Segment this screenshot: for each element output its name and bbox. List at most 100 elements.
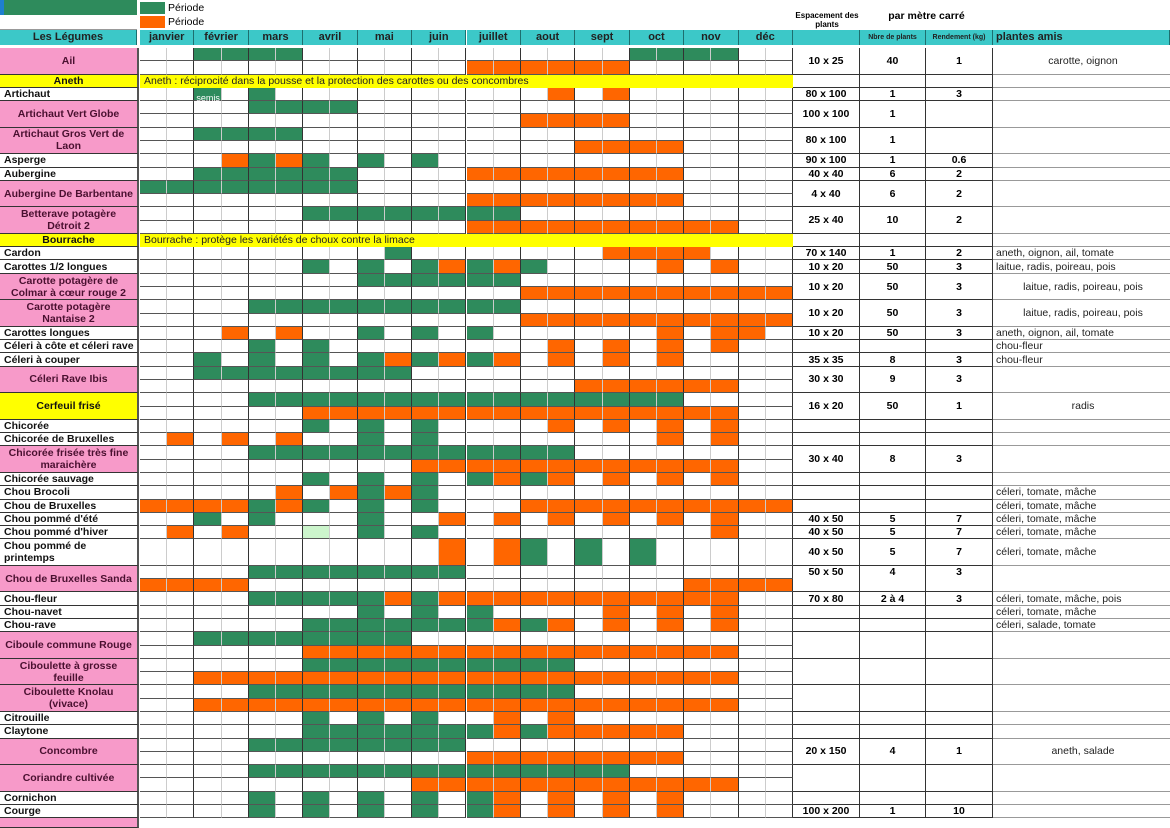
period-cell[interactable]	[684, 685, 712, 699]
period-cell[interactable]	[711, 140, 739, 155]
period-cell[interactable]	[248, 645, 277, 659]
period-cell[interactable]	[140, 353, 168, 367]
harvest-period-cell[interactable]	[520, 406, 549, 420]
harvest-period-cell[interactable]	[602, 499, 630, 513]
harvest-period-cell[interactable]	[493, 61, 521, 75]
period-cell[interactable]	[738, 804, 766, 819]
period-cell[interactable]	[765, 247, 793, 261]
sowing-period-cell[interactable]	[384, 632, 413, 646]
harvest-period-cell[interactable]	[140, 579, 168, 593]
period-cell[interactable]	[575, 247, 603, 261]
sowing-period-cell[interactable]	[357, 326, 385, 341]
period-cell[interactable]	[765, 712, 793, 726]
harvest-period-cell[interactable]	[194, 672, 222, 686]
period-cell[interactable]	[221, 61, 249, 75]
period-cell[interactable]	[629, 804, 657, 819]
period-cell[interactable]	[520, 207, 549, 221]
period-cell[interactable]	[738, 380, 766, 394]
period-cell[interactable]	[167, 791, 195, 805]
period-cell[interactable]	[140, 512, 168, 527]
period-cell[interactable]	[548, 380, 576, 394]
sowing-period-cell[interactable]	[466, 326, 494, 341]
period-cell[interactable]	[466, 154, 494, 168]
period-cell[interactable]	[765, 380, 793, 394]
sowing-period-cell[interactable]	[466, 804, 494, 819]
period-cell[interactable]	[684, 194, 712, 208]
period-cell[interactable]	[303, 539, 331, 566]
vegetable-label[interactable]: Aubergine	[0, 167, 139, 181]
period-cell[interactable]	[276, 512, 304, 527]
period-cell[interactable]	[303, 48, 331, 62]
period-cell[interactable]	[765, 340, 793, 354]
harvest-period-cell[interactable]	[656, 512, 685, 527]
period-cell[interactable]	[276, 645, 304, 659]
period-cell[interactable]	[575, 260, 603, 274]
sowing-period-cell[interactable]	[357, 791, 385, 805]
period-cell[interactable]	[412, 366, 440, 380]
period-cell[interactable]	[738, 446, 766, 460]
vegetable-label[interactable]: Citrouille	[0, 712, 139, 726]
sowing-period-cell[interactable]	[303, 154, 331, 168]
harvest-period-cell[interactable]	[466, 592, 494, 606]
period-cell[interactable]	[629, 738, 657, 752]
harvest-period-cell[interactable]	[629, 167, 657, 181]
period-cell[interactable]	[140, 765, 168, 779]
period-cell[interactable]	[140, 101, 168, 115]
period-cell[interactable]	[575, 486, 603, 500]
period-cell[interactable]	[629, 326, 657, 341]
period-cell[interactable]	[357, 194, 385, 208]
period-cell[interactable]	[140, 287, 168, 301]
sowing-period-cell[interactable]	[330, 765, 358, 779]
harvest-period-cell[interactable]	[548, 313, 576, 327]
period-cell[interactable]	[602, 632, 630, 646]
period-cell[interactable]	[303, 778, 331, 792]
period-cell[interactable]	[248, 61, 277, 75]
period-cell[interactable]	[303, 220, 331, 234]
period-cell[interactable]	[167, 486, 195, 500]
period-cell[interactable]	[711, 446, 739, 460]
period-cell[interactable]	[520, 340, 549, 354]
sowing-period-cell[interactable]	[357, 353, 385, 367]
period-cell[interactable]	[684, 326, 712, 341]
harvest-period-cell[interactable]	[493, 539, 521, 566]
period-cell[interactable]	[167, 539, 195, 566]
vegetable-label[interactable]: Cardon	[0, 247, 139, 261]
harvest-period-cell[interactable]	[684, 698, 712, 712]
harvest-period-cell[interactable]	[303, 406, 331, 420]
harvest-period-cell[interactable]	[656, 419, 685, 434]
vegetable-label[interactable]: Chicorée de Bruxelles	[0, 433, 139, 447]
period-cell[interactable]	[194, 791, 222, 805]
period-cell[interactable]	[439, 579, 467, 593]
period-cell[interactable]	[575, 48, 603, 62]
period-cell[interactable]	[194, 154, 222, 168]
period-cell[interactable]	[575, 340, 603, 354]
period-cell[interactable]	[575, 632, 603, 646]
harvest-period-cell[interactable]	[466, 672, 494, 686]
period-cell[interactable]	[194, 61, 222, 75]
period-cell[interactable]	[575, 353, 603, 367]
harvest-period-cell[interactable]	[656, 220, 685, 234]
period-cell[interactable]	[738, 300, 766, 314]
sowing-period-cell[interactable]	[248, 127, 277, 141]
period-cell[interactable]	[276, 207, 304, 221]
period-cell[interactable]	[738, 393, 766, 407]
sowing-period-cell[interactable]	[466, 605, 494, 620]
harvest-period-cell[interactable]	[520, 114, 549, 128]
sowing-period-cell[interactable]	[412, 207, 440, 221]
period-cell[interactable]	[520, 512, 549, 527]
period-cell[interactable]	[684, 791, 712, 805]
harvest-period-cell[interactable]	[466, 61, 494, 75]
period-cell[interactable]	[384, 433, 413, 447]
harvest-period-cell[interactable]	[711, 313, 739, 327]
period-cell[interactable]	[711, 804, 739, 819]
period-cell[interactable]	[384, 48, 413, 62]
sowing-period-cell[interactable]	[357, 419, 385, 434]
period-cell[interactable]	[303, 287, 331, 301]
period-cell[interactable]	[167, 154, 195, 168]
period-cell[interactable]	[520, 380, 549, 394]
period-cell[interactable]	[765, 804, 793, 819]
period-cell[interactable]	[765, 446, 793, 460]
sowing-period-cell[interactable]	[330, 366, 358, 380]
period-cell[interactable]	[629, 260, 657, 274]
harvest-period-cell[interactable]	[684, 220, 712, 234]
